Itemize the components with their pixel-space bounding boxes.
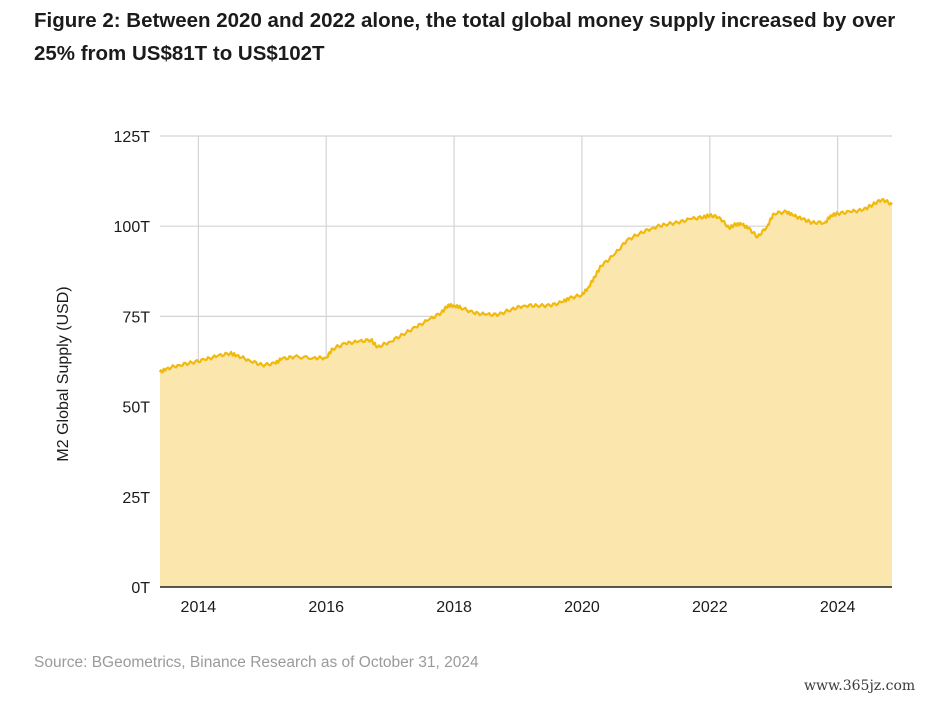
y-tick-label: 0T — [131, 580, 150, 597]
y-axis-label: M2 Global Supply (USD) — [55, 286, 72, 462]
y-tick-labels: 0T 25T 50T 75T 100T 125T — [114, 129, 151, 597]
y-tick-label: 75T — [122, 309, 150, 326]
figure-title: Figure 2: Between 2020 and 2022 alone, t… — [34, 9, 896, 65]
x-tick-label: 2014 — [181, 599, 217, 616]
supply-area-fill — [160, 199, 892, 587]
x-tick-label: 2022 — [692, 599, 728, 616]
x-tick-label: 2024 — [820, 599, 856, 616]
x-tick-labels: 2014 2016 2018 2020 2022 2024 — [181, 599, 856, 616]
x-tick-label: 2016 — [308, 599, 344, 616]
source-note: Source: BGeometrics, Binance Research as… — [34, 654, 479, 671]
y-tick-label: 125T — [114, 129, 151, 146]
supply-line — [158, 198, 893, 374]
watermark: www.365jz.com — [804, 678, 916, 694]
y-tick-label: 50T — [122, 400, 150, 417]
m2-supply-chart: 0T 25T 50T 75T 100T 125T 2014 2016 2018 2020 2022… — [114, 129, 893, 616]
x-tick-label: 2020 — [564, 599, 600, 616]
x-tick-label: 2018 — [436, 599, 472, 616]
y-tick-label: 25T — [122, 490, 150, 507]
y-tick-label: 100T — [114, 219, 151, 236]
